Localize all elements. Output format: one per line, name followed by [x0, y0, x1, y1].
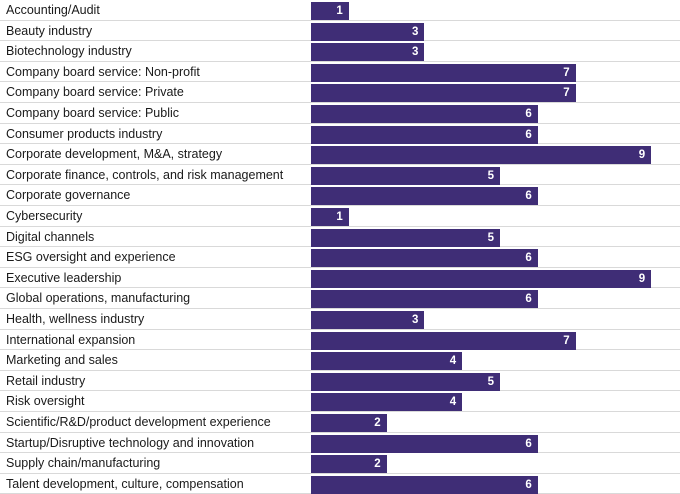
chart-row: International expansion 7 — [0, 330, 680, 351]
category-label: Consumer products industry — [6, 126, 163, 141]
bar: 6 — [311, 249, 538, 268]
bar: 6 — [311, 475, 538, 494]
category-label: Startup/Disruptive technology and innova… — [6, 435, 255, 450]
bar: 5 — [311, 166, 500, 185]
category-label: Executive leadership — [6, 270, 122, 285]
category-label: Health, wellness industry — [6, 312, 145, 326]
chart-row: Supply chain/manufacturing 2 — [0, 453, 680, 474]
bar-value-label: 1 — [336, 211, 343, 223]
bar-value-label: 4 — [449, 355, 457, 368]
bar: 5 — [311, 228, 500, 247]
chart-row: Cybersecurity 1 — [0, 206, 680, 227]
bar: 4 — [311, 352, 463, 371]
bar-value-label: 6 — [525, 437, 532, 450]
bar-value-label: 6 — [525, 128, 532, 141]
bar: 6 — [311, 105, 538, 123]
category-label: Retail industry — [6, 373, 86, 388]
chart-row: Company board service: Private 7 — [0, 82, 680, 103]
chart-row: Corporate development, M&A, strategy 9 — [0, 144, 680, 165]
chart-row: Retail industry 5 — [0, 371, 680, 392]
chart-row: Beauty industry 3 — [0, 21, 680, 42]
category-label: Accounting/Audit — [6, 3, 100, 17]
bar: 6 — [311, 125, 538, 144]
chart-row: Accounting/Audit 1 — [0, 0, 680, 21]
chart-row: Global operations, manufacturing 6 — [0, 288, 680, 309]
category-label: Supply chain/manufacturing — [6, 456, 161, 471]
bar-value-label: 5 — [487, 231, 494, 244]
bar-value-label: 4 — [449, 396, 457, 409]
bar-value-label: 9 — [638, 149, 646, 162]
chart-row: Executive leadership 9 — [0, 268, 680, 289]
chart-row: Company board service: Public 6 — [0, 103, 680, 124]
bar-value-label: 2 — [374, 458, 381, 471]
chart-row: Consumer products industry 6 — [0, 124, 680, 145]
category-label: Company board service: Private — [6, 85, 184, 100]
chart-row: Digital channels 5 — [0, 227, 680, 248]
category-label: Scientific/R&D/product development exper… — [6, 415, 271, 429]
chart-row: Risk oversight 4 — [0, 391, 680, 412]
bar-value-label: 3 — [411, 314, 419, 326]
chart-row: Corporate finance, controls, and risk ma… — [0, 165, 680, 186]
bar: 7 — [311, 331, 576, 350]
bar-value-label: 6 — [525, 293, 532, 306]
bar-value-label: 7 — [563, 66, 570, 79]
chart-row: Biotechnology industry 3 — [0, 41, 680, 62]
bar-value-label: 5 — [487, 375, 494, 388]
category-label: Global operations, manufacturing — [6, 291, 191, 306]
bar-value-label: 6 — [525, 478, 532, 491]
bar: 9 — [311, 146, 652, 165]
chart-row: Marketing and sales 4 — [0, 350, 680, 371]
chart-row: Startup/Disruptive technology and innova… — [0, 433, 680, 454]
category-label: Digital channels — [6, 229, 95, 244]
bar-value-label: 6 — [525, 252, 532, 265]
bar: 2 — [311, 455, 387, 474]
bar: 7 — [311, 63, 576, 82]
bar: 6 — [311, 434, 538, 453]
bar: 6 — [311, 187, 538, 206]
category-label: Talent development, culture, compensatio… — [6, 476, 244, 491]
category-label: Company board service: Non-profit — [6, 64, 200, 79]
bar: 3 — [311, 22, 425, 41]
bar-value-label: 3 — [411, 46, 419, 59]
bar-value-label: 7 — [563, 334, 570, 347]
category-label: Company board service: Public — [6, 106, 179, 120]
chart-row: Talent development, culture, compensatio… — [0, 474, 680, 494]
bar: 3 — [311, 311, 425, 329]
bar-value-label: 9 — [638, 272, 646, 285]
bar-value-label: 7 — [563, 87, 570, 100]
chart-row: Scientific/R&D/product development exper… — [0, 412, 680, 433]
bar: 3 — [311, 43, 425, 62]
bar-value-label: 1 — [336, 5, 343, 17]
category-label: Risk oversight — [6, 394, 85, 409]
bar: 5 — [311, 372, 500, 391]
bar: 1 — [311, 208, 349, 226]
bar-value-label: 6 — [525, 190, 532, 203]
category-label: Corporate governance — [6, 188, 131, 203]
category-label: Corporate development, M&A, strategy — [6, 147, 223, 162]
category-label: Cybersecurity — [6, 209, 83, 223]
category-label: International expansion — [6, 332, 136, 347]
category-label: Marketing and sales — [6, 353, 118, 368]
bar-value-label: 6 — [525, 108, 532, 120]
bar-value-label: 3 — [411, 25, 419, 38]
bar: 6 — [311, 290, 538, 309]
category-label: Biotechnology industry — [6, 44, 132, 59]
bar-value-label: 5 — [487, 169, 494, 182]
chart-row: ESG oversight and experience 6 — [0, 247, 680, 268]
chart-row: Health, wellness industry 3 — [0, 309, 680, 330]
bar: 1 — [311, 2, 349, 20]
chart-row: Company board service: Non-profit 7 — [0, 62, 680, 83]
category-label: ESG oversight and experience — [6, 250, 176, 265]
bar: 9 — [311, 269, 652, 288]
bar-value-label: 2 — [374, 417, 381, 429]
bar: 4 — [311, 393, 463, 412]
bar: 7 — [311, 84, 576, 103]
chart-row: Corporate governance 6 — [0, 185, 680, 206]
category-label: Corporate finance, controls, and risk ma… — [6, 167, 284, 182]
bar: 2 — [311, 414, 387, 432]
category-label: Beauty industry — [6, 23, 93, 38]
